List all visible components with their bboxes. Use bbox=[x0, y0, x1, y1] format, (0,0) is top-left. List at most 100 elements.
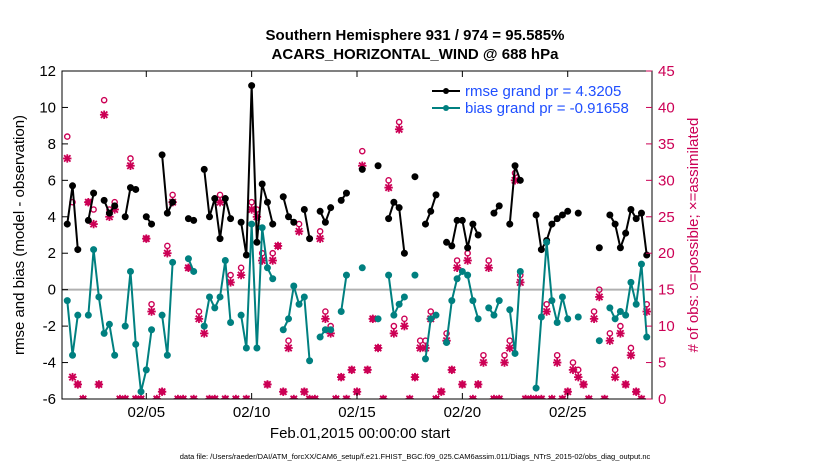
bias-point bbox=[627, 278, 635, 286]
rmse-point bbox=[506, 220, 514, 228]
obs-assimilated-marker bbox=[468, 394, 478, 399]
obs-assimilated-stroke bbox=[405, 395, 411, 399]
bias-point bbox=[190, 267, 198, 275]
obs-assimilated-stroke bbox=[408, 395, 414, 399]
bias-point bbox=[69, 351, 77, 359]
obs-assimilated-stroke bbox=[550, 395, 556, 399]
bias-point bbox=[432, 311, 440, 319]
rmse-point bbox=[211, 195, 219, 203]
bias-point bbox=[558, 293, 566, 301]
bias-point bbox=[206, 293, 213, 301]
rmse-point bbox=[237, 218, 245, 226]
obs-assimilated-stroke bbox=[527, 395, 533, 399]
obs-assimilated-marker bbox=[500, 358, 509, 367]
obs-assimilated-stroke bbox=[289, 395, 296, 399]
obs-assimilated-marker bbox=[589, 314, 599, 324]
rmse-point bbox=[200, 165, 208, 173]
y-tick-label-left: 8 bbox=[48, 136, 56, 153]
obs-possible-marker bbox=[611, 366, 619, 374]
obs-assimilated-marker bbox=[210, 394, 219, 399]
obs-assimilated-marker bbox=[437, 387, 446, 396]
obs-possible-marker bbox=[248, 198, 255, 206]
obs-assimilated-marker bbox=[479, 358, 488, 367]
obs-assimilated-marker bbox=[300, 387, 309, 396]
bias-point bbox=[290, 282, 298, 290]
obs-assimilated-marker bbox=[542, 307, 551, 316]
rmse-point bbox=[321, 218, 329, 226]
bias-line bbox=[340, 274, 348, 312]
rmse-point bbox=[390, 198, 398, 206]
y-tick-label-left: -2 bbox=[43, 318, 56, 335]
obs-assimilated-stroke bbox=[155, 395, 161, 399]
bias-point bbox=[358, 264, 366, 272]
bias-point bbox=[516, 267, 524, 275]
obs-assimilated-marker bbox=[347, 365, 356, 375]
obs-assimilated-marker bbox=[363, 365, 372, 375]
obs-assimilated-marker bbox=[484, 263, 493, 272]
rmse-point bbox=[622, 229, 630, 237]
obs-assimilated-stroke bbox=[210, 395, 217, 399]
bias-point bbox=[485, 304, 493, 312]
bias-point bbox=[342, 271, 350, 279]
obs-assimilated-marker bbox=[558, 394, 567, 399]
y-tick-label-right: 15 bbox=[658, 282, 675, 299]
obs-assimilated-marker bbox=[394, 125, 404, 134]
bias-point bbox=[564, 315, 572, 323]
obs-possible-marker bbox=[401, 315, 408, 323]
obs-assimilated-marker bbox=[637, 394, 646, 399]
bias-point bbox=[121, 322, 129, 330]
obs-assimilated-marker bbox=[273, 241, 283, 251]
obs-assimilated-marker bbox=[584, 394, 593, 399]
obs-assimilated-stroke bbox=[495, 395, 501, 399]
obs-assimilated-marker bbox=[231, 394, 241, 399]
obs-possible-marker bbox=[195, 308, 203, 315]
obs-possible-marker bbox=[358, 147, 366, 155]
rmse-point bbox=[337, 196, 345, 204]
obs-assimilated-marker bbox=[263, 380, 272, 389]
y-tick-label-right: 25 bbox=[658, 209, 675, 226]
obs-assimilated-stroke bbox=[181, 395, 187, 399]
rmse-point bbox=[627, 205, 635, 213]
rmse-point bbox=[290, 218, 298, 226]
rmse-point bbox=[227, 215, 235, 223]
obs-possible-marker bbox=[316, 228, 324, 235]
rmse-point bbox=[421, 220, 429, 228]
rmse-point bbox=[63, 220, 71, 228]
obs-assimilated-stroke bbox=[123, 395, 130, 399]
bias-point bbox=[74, 311, 82, 319]
obs-assimilated-marker bbox=[421, 343, 430, 353]
bias-line bbox=[87, 249, 116, 356]
rmse-point bbox=[574, 209, 582, 217]
obs-assimilated-stroke bbox=[603, 395, 609, 399]
rmse-point bbox=[242, 251, 250, 259]
obs-possible-marker bbox=[63, 133, 71, 140]
y-tick-label-right: 0 bbox=[658, 391, 666, 408]
bias-point bbox=[453, 275, 461, 283]
obs-assimilated-marker bbox=[126, 161, 135, 170]
rmse-point bbox=[448, 242, 456, 250]
obs-assimilated-stroke bbox=[179, 395, 185, 399]
bias-point bbox=[390, 311, 398, 319]
obs-assimilated-stroke bbox=[313, 395, 319, 399]
bias-point bbox=[537, 313, 545, 321]
rmse-point bbox=[253, 238, 261, 246]
rmse-point bbox=[595, 244, 603, 252]
obs-assimilated-marker bbox=[242, 394, 251, 399]
rmse-point bbox=[121, 213, 129, 221]
bias-point bbox=[300, 293, 308, 301]
obs-assimilated-stroke bbox=[382, 395, 388, 399]
obs-assimilated-stroke bbox=[640, 395, 646, 399]
obs-assimilated-marker bbox=[136, 394, 146, 399]
obs-possible-marker bbox=[322, 308, 329, 315]
obs-assimilated-marker bbox=[537, 394, 546, 399]
obs-assimilated-stroke bbox=[192, 395, 198, 399]
bias-point bbox=[100, 329, 108, 337]
obs-assimilated-marker bbox=[389, 329, 399, 338]
obs-assimilated-stroke bbox=[224, 395, 230, 399]
obs-possible-marker bbox=[506, 337, 514, 344]
bias-point bbox=[616, 308, 624, 316]
obs-assimilated-stroke bbox=[116, 395, 122, 399]
obs-assimilated-stroke bbox=[587, 395, 593, 399]
rmse-point bbox=[548, 220, 556, 228]
rmse-point bbox=[358, 165, 366, 173]
